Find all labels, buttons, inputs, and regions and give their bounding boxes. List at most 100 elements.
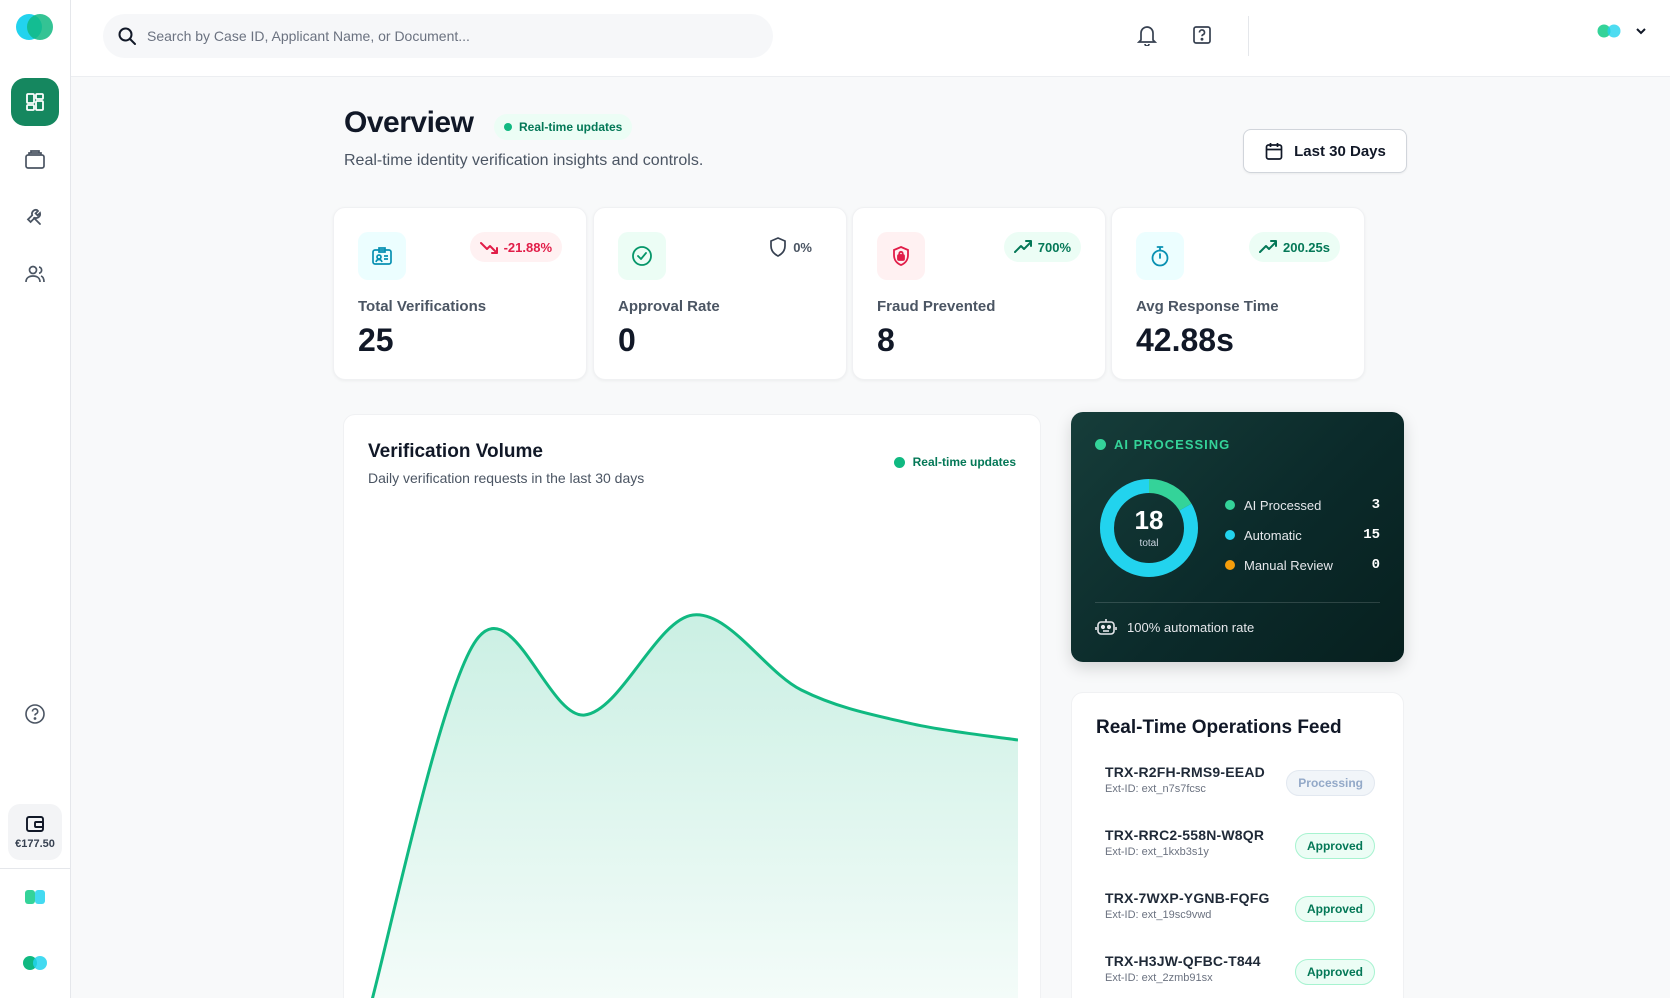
feed-external-id: Ext-ID: ext_n7s7fcsc bbox=[1105, 783, 1206, 795]
topbar-separator bbox=[1248, 16, 1249, 56]
trend-up-icon bbox=[1259, 240, 1277, 253]
stat-change-badge: 700% bbox=[1003, 232, 1081, 262]
stat-value: 8 bbox=[877, 322, 895, 358]
help-button[interactable] bbox=[1189, 22, 1215, 48]
volume-area-chart bbox=[371, 613, 1018, 998]
legend-label: Automatic bbox=[1244, 527, 1302, 543]
stat-label: Fraud Prevented bbox=[877, 298, 996, 315]
help-nav-button[interactable] bbox=[11, 690, 59, 738]
sidebar: €177.50 bbox=[0, 0, 71, 998]
feed-transaction-id: TRX-H3JW-QFBC-T844 bbox=[1105, 953, 1261, 969]
status-badge: Processing bbox=[1286, 770, 1375, 796]
search-bar[interactable] bbox=[103, 14, 773, 58]
stat-change-value: 0% bbox=[793, 239, 812, 255]
legend-value: 0 bbox=[1371, 557, 1380, 573]
stat-card-fraud-prevented[interactable]: 700% Fraud Prevented 8 bbox=[852, 207, 1106, 380]
stat-change-value: -21.88% bbox=[503, 239, 552, 255]
feed-item[interactable]: TRX-RRC2-558N-W8QR Ext-ID: ext_1kxb3s1y … bbox=[1105, 827, 1375, 875]
operations-feed-card: Real-Time Operations Feed TRX-R2FH-RMS9-… bbox=[1071, 692, 1404, 998]
live-dot-icon bbox=[1095, 439, 1106, 450]
stat-value: 25 bbox=[358, 322, 394, 358]
stat-icon-wrap bbox=[877, 232, 925, 280]
search-icon bbox=[118, 27, 136, 45]
help-circle-icon bbox=[25, 704, 45, 724]
page-subtitle: Real-time identity verification insights… bbox=[344, 152, 704, 169]
briefcase-icon bbox=[25, 150, 45, 169]
feed-title: Real-Time Operations Feed bbox=[1096, 717, 1342, 738]
ai-divider bbox=[1095, 602, 1380, 603]
realtime-label: Real-time updates bbox=[519, 120, 623, 134]
workspace-switch-button[interactable] bbox=[11, 873, 59, 921]
workspace-icon bbox=[25, 890, 45, 904]
wallet-amount: €177.50 bbox=[15, 838, 55, 850]
donut-total-value: 18 bbox=[1134, 505, 1164, 535]
wallet-icon bbox=[26, 816, 44, 832]
shield-lock-icon bbox=[893, 246, 909, 266]
donut-total-label: total bbox=[1139, 538, 1159, 549]
org-logo-button[interactable] bbox=[11, 939, 59, 987]
realtime-badge: Real-time updates bbox=[494, 114, 633, 140]
top-bar bbox=[71, 0, 1670, 77]
stat-change-badge: -21.88% bbox=[469, 232, 562, 262]
volume-series-line bbox=[371, 613, 1018, 998]
verification-volume-card: Verification Volume Daily verification r… bbox=[343, 414, 1041, 998]
feed-external-id: Ext-ID: ext_1kxb3s1y bbox=[1105, 846, 1209, 858]
legend-item-automatic: Automatic 15 bbox=[1225, 520, 1380, 550]
sidebar-item-cases[interactable] bbox=[11, 135, 59, 183]
feed-external-id: Ext-ID: ext_19sc9vwd bbox=[1105, 909, 1212, 921]
feed-item[interactable]: TRX-7WXP-YGNB-FQFG Ext-ID: ext_19sc9vwd … bbox=[1105, 890, 1375, 938]
user-menu[interactable] bbox=[1596, 24, 1648, 38]
stat-card-approval-rate[interactable]: 0% Approval Rate 0 bbox=[593, 207, 847, 380]
sidebar-item-dashboard[interactable] bbox=[11, 78, 59, 126]
wallet-balance[interactable]: €177.50 bbox=[8, 804, 62, 860]
avatar bbox=[1597, 24, 1621, 38]
stopwatch-icon bbox=[1151, 246, 1169, 267]
app-logo[interactable] bbox=[14, 12, 56, 42]
trend-down-icon bbox=[479, 242, 498, 254]
question-square-icon bbox=[1193, 26, 1211, 44]
stat-change-badge: 200.25s bbox=[1249, 232, 1340, 262]
sidebar-item-users[interactable] bbox=[11, 250, 59, 298]
legend-label: AI Processed bbox=[1244, 497, 1322, 513]
feed-external-id: Ext-ID: ext_2zmb91sx bbox=[1105, 972, 1213, 984]
status-badge: Approved bbox=[1294, 959, 1375, 985]
stat-card-avg-response-time[interactable]: 200.25s Avg Response Time 42.88s bbox=[1111, 207, 1365, 380]
search-input[interactable] bbox=[147, 28, 747, 44]
feed-transaction-id: TRX-R2FH-RMS9-EEAD bbox=[1105, 764, 1265, 780]
dashboard-icon bbox=[26, 93, 44, 111]
sidebar-divider bbox=[0, 868, 70, 869]
volume-title: Verification Volume bbox=[368, 441, 543, 462]
trend-up-icon bbox=[1013, 240, 1032, 253]
stat-label: Approval Rate bbox=[618, 298, 720, 315]
check-circle-icon bbox=[632, 246, 652, 266]
volume-area-fill bbox=[372, 614, 1018, 998]
stat-icon-wrap bbox=[1136, 232, 1184, 280]
calendar-icon bbox=[1265, 143, 1283, 160]
legend-dot-icon bbox=[1225, 500, 1235, 510]
stat-icon-wrap bbox=[618, 232, 666, 280]
feed-item[interactable]: TRX-R2FH-RMS9-EEAD Ext-ID: ext_n7s7fcsc … bbox=[1105, 764, 1375, 812]
volume-subtitle: Daily verification requests in the last … bbox=[368, 470, 645, 486]
stat-change-value: 200.25s bbox=[1283, 239, 1330, 255]
date-range-label: Last 30 Days bbox=[1294, 142, 1386, 160]
wrench-icon bbox=[26, 208, 42, 225]
shield-icon bbox=[770, 237, 787, 257]
ai-processing-card: AI PROCESSING 18 total AI Processed 3 Au… bbox=[1071, 412, 1404, 662]
page-title: Overview bbox=[344, 106, 474, 139]
feed-transaction-id: TRX-RRC2-558N-W8QR bbox=[1105, 827, 1265, 843]
ai-heading-label: AI PROCESSING bbox=[1114, 437, 1231, 452]
stat-label: Total Verifications bbox=[358, 298, 487, 315]
date-range-button[interactable]: Last 30 Days bbox=[1243, 129, 1407, 173]
volume-live-label: Real-time updates bbox=[912, 455, 1016, 469]
stat-label: Avg Response Time bbox=[1136, 298, 1279, 315]
feed-item[interactable]: TRX-H3JW-QFBC-T844 Ext-ID: ext_2zmb91sx … bbox=[1105, 953, 1375, 998]
notifications-button[interactable] bbox=[1134, 22, 1160, 48]
live-dot-icon bbox=[504, 123, 512, 131]
legend-dot-icon bbox=[1225, 530, 1235, 540]
org-logo-icon bbox=[23, 956, 47, 970]
id-card-icon bbox=[372, 247, 392, 265]
stat-card-total-verifications[interactable]: -21.88% Total Verifications 25 bbox=[333, 207, 587, 380]
sidebar-item-tools[interactable] bbox=[11, 193, 59, 241]
volume-live-indicator: Real-time updates bbox=[893, 455, 1016, 469]
status-badge: Approved bbox=[1294, 896, 1375, 922]
